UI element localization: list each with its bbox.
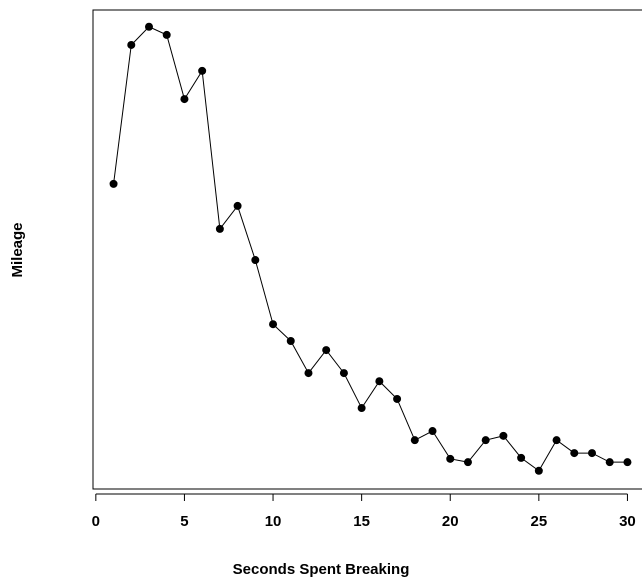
- point: [517, 453, 526, 462]
- point: [393, 394, 402, 403]
- point: [605, 458, 614, 467]
- point: [623, 458, 632, 467]
- point: [109, 179, 118, 188]
- point: [198, 66, 207, 75]
- point: [588, 449, 597, 458]
- point: [322, 346, 331, 355]
- point: [162, 30, 171, 39]
- point: [481, 436, 490, 445]
- plot-frame: [92, 9, 642, 490]
- point: [215, 224, 224, 233]
- x-tick-label: 5: [180, 513, 188, 530]
- point: [534, 466, 543, 475]
- x-tick-label: 15: [353, 513, 370, 530]
- x-tick-label: 25: [530, 513, 547, 530]
- point: [446, 454, 455, 463]
- point: [428, 427, 437, 436]
- point: [357, 404, 366, 413]
- point: [144, 22, 153, 31]
- point: [339, 369, 348, 378]
- point: [180, 95, 189, 104]
- point: [463, 458, 472, 467]
- point: [552, 436, 561, 445]
- point: [233, 201, 242, 210]
- point: [375, 377, 384, 386]
- x-tick-label: 0: [92, 513, 100, 530]
- x-tick-label: 10: [265, 513, 282, 530]
- point: [251, 256, 260, 265]
- x-tick-label: 20: [442, 513, 459, 530]
- point: [127, 40, 136, 49]
- point: [410, 436, 419, 445]
- x-axis-label: Seconds Spent Breaking: [233, 561, 410, 578]
- line: [113, 26, 628, 472]
- point: [304, 369, 313, 378]
- point: [286, 336, 295, 345]
- point: [269, 320, 278, 329]
- x-tick-label: 30: [619, 513, 636, 530]
- point: [499, 431, 508, 440]
- y-axis-label: Mileage: [9, 222, 26, 277]
- point: [570, 449, 579, 458]
